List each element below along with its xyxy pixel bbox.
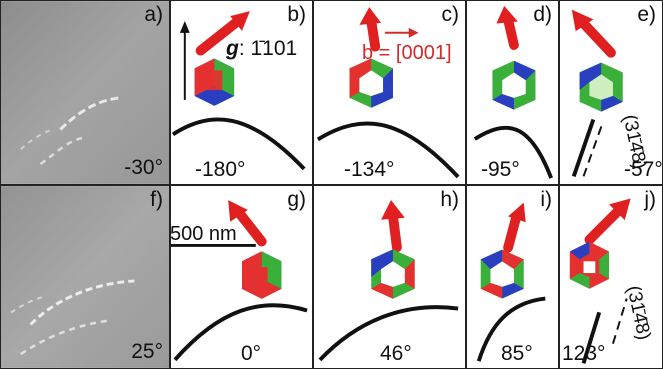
g-symbol: g — [226, 37, 239, 60]
panel-i-drawing — [476, 202, 546, 362]
panel-h-label: h) — [440, 188, 459, 211]
hexagon-j — [569, 241, 610, 289]
dislocation-line-e — [571, 118, 596, 177]
panel-j-angle: 123° — [562, 342, 606, 365]
panel-j-label: j) — [644, 188, 656, 211]
panel-d-drawing — [473, 5, 553, 179]
red-arrow-i — [503, 202, 526, 253]
hexagon-i — [480, 249, 524, 299]
red-arrow-j — [584, 198, 631, 245]
panel-a-micrograph: a) -30° — [0, 0, 170, 185]
dislocation-curve-c — [316, 121, 460, 179]
panel-h-drawing — [318, 200, 459, 362]
panel-b-angle: -180° — [195, 158, 246, 181]
hexagon-b — [194, 58, 235, 106]
hexagon-c — [349, 58, 393, 108]
g-index: : 1̄101 — [238, 37, 298, 60]
panel-g-angle: 0° — [241, 342, 262, 365]
panel-f-angle: 25° — [131, 340, 163, 363]
panel-d-label: d) — [533, 3, 552, 26]
panel-d-angle: -95° — [481, 158, 520, 181]
panel-e-label: e) — [637, 3, 656, 26]
panel-d: d) -95° — [466, 0, 559, 185]
panel-b-drawing — [171, 11, 306, 171]
panel-f-micrograph: f) 25° — [0, 185, 170, 369]
dislocation-line-j — [581, 311, 602, 364]
panel-g-drawing — [171, 200, 308, 362]
hexagon-e — [579, 62, 623, 112]
red-arrow-h — [381, 200, 405, 253]
dislocation-curve-d — [473, 125, 553, 179]
red-arrow-e — [571, 9, 616, 58]
b-vector-label: b = [0001] — [362, 42, 452, 64]
micrograph-f-image — [1, 186, 169, 368]
micrograph-a-image — [1, 1, 169, 184]
g-vector-label: g: 1̄101 — [226, 38, 297, 59]
panel-j-drawing — [569, 198, 631, 364]
panel-c-label: c) — [441, 3, 460, 26]
panel-j: (31̄4̄8) j) 123° — [559, 185, 663, 369]
panel-c: b = [0001] c) -134° — [313, 0, 466, 185]
panel-e: (31̄4̄8) e) -57° — [559, 0, 663, 185]
dislocation-curve-i — [476, 296, 546, 362]
panel-b-label: b) — [287, 3, 306, 26]
plane-trace-e — [582, 121, 605, 177]
dislocation-curve-g — [173, 303, 308, 362]
panel-c-drawing — [316, 7, 460, 179]
scale-bar-label: 500 nm — [170, 223, 237, 245]
dislocation-curve-h — [318, 305, 459, 362]
panel-b: b) -180° — [170, 0, 313, 185]
hexagon-g — [241, 251, 282, 299]
panel-g-label: g) — [287, 188, 306, 211]
panel-a-angle: -30° — [124, 156, 163, 179]
panel-a-label: a) — [144, 3, 163, 26]
panel-e-drawing — [571, 9, 623, 177]
panel-g: g) 0° — [170, 185, 313, 369]
plane-trace-j — [612, 298, 628, 344]
panel-i-angle: 85° — [501, 342, 533, 365]
b-vector-arrow — [385, 27, 419, 38]
hexagon-d — [492, 60, 536, 110]
panel-c-angle: -134° — [344, 158, 395, 181]
red-arrow-b — [195, 11, 250, 56]
panel-i-label: i) — [540, 188, 552, 211]
red-arrow-d — [496, 5, 519, 50]
red-arrow-g — [228, 200, 267, 247]
panel-f-label: f) — [150, 188, 163, 211]
panel-h: h) 46° — [313, 185, 466, 369]
panel-i: i) 85° — [466, 185, 559, 369]
panel-h-angle: 46° — [380, 342, 412, 365]
red-arrow-c — [359, 7, 382, 52]
panel-e-angle: -57° — [624, 158, 663, 181]
hexagon-h — [371, 249, 415, 299]
dislocation-curve-b — [171, 117, 306, 171]
